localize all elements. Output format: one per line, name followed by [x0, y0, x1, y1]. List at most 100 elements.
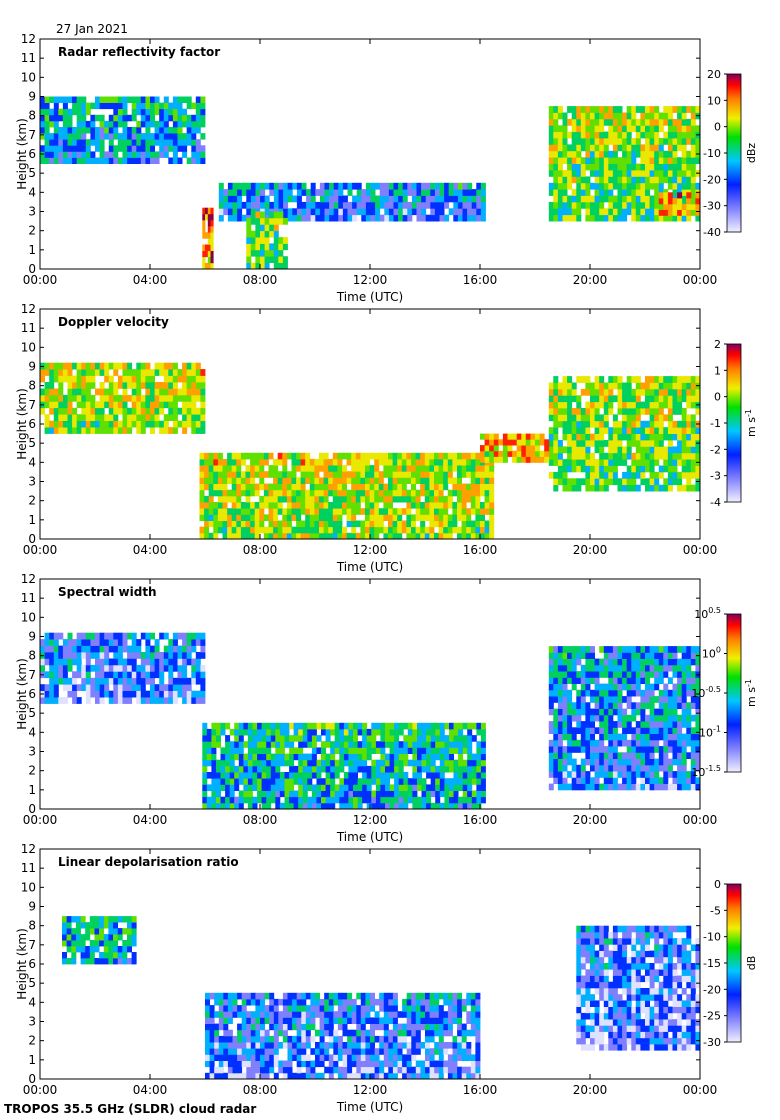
echo-cell: [353, 722, 358, 730]
echo-cell: [182, 420, 188, 428]
echo-cell: [617, 395, 623, 403]
echo-cell: [360, 526, 366, 534]
echo-cell: [301, 214, 307, 222]
echo-cell: [252, 802, 258, 810]
echo-cell: [44, 114, 50, 122]
echo-cell: [208, 495, 214, 503]
echo-cell: [298, 765, 304, 773]
echo-cell: [339, 759, 345, 767]
echo-cell: [40, 108, 45, 116]
echo-cell: [238, 778, 244, 785]
echo-cell: [296, 477, 302, 484]
echo-cell: [191, 102, 197, 110]
echo-cell: [302, 735, 308, 742]
echo-cell: [557, 777, 563, 784]
echo-cell: [594, 138, 600, 145]
echo-cell: [677, 764, 683, 772]
echo-cell: [204, 508, 210, 515]
echo-cell: [672, 382, 678, 390]
echo-cell: [113, 414, 119, 421]
echo-cell: [347, 214, 353, 222]
echo-cell: [85, 677, 91, 685]
echo-cell: [603, 395, 609, 403]
echo-cell: [351, 532, 357, 540]
echo-cell: [104, 102, 110, 110]
echo-cell: [278, 262, 284, 270]
echo-cell: [186, 407, 192, 415]
echo-cell: [195, 690, 201, 698]
echo-cell: [449, 765, 454, 773]
echo-cell: [449, 722, 454, 730]
echo-cell: [90, 157, 96, 164]
echo-cell: [122, 677, 128, 685]
echo-cell: [590, 733, 595, 741]
echo-cell: [447, 526, 453, 534]
echo-cell: [237, 195, 243, 203]
echo-cell: [645, 427, 650, 434]
echo-cell: [548, 677, 554, 684]
echo-cell: [236, 471, 242, 478]
echo-cell: [225, 778, 231, 785]
echo-cell: [346, 458, 352, 466]
echo-cell: [603, 401, 609, 409]
echo-cell: [117, 382, 123, 389]
echo-cell: [108, 139, 114, 146]
echo-cell: [571, 658, 577, 666]
echo-cell: [439, 747, 445, 754]
echo-cell: [458, 778, 464, 785]
echo-cell: [136, 401, 142, 409]
echo-cell: [199, 452, 205, 460]
echo-cell: [626, 677, 632, 684]
echo-cell: [626, 478, 632, 486]
echo-cell: [672, 106, 678, 113]
echo-cell: [476, 747, 482, 754]
echo-cell: [594, 401, 600, 409]
echo-cell: [407, 722, 413, 730]
echo-cell: [76, 632, 82, 640]
echo-cell: [334, 772, 340, 779]
echo-cell: [626, 671, 632, 678]
echo-cell: [307, 765, 313, 773]
echo-cell: [200, 697, 206, 704]
echo-cell: [672, 209, 678, 216]
echo-cell: [99, 664, 105, 672]
echo-cell: [357, 759, 363, 767]
echo-cell: [603, 214, 609, 222]
echo-cell: [626, 658, 632, 666]
echo-cell: [154, 151, 160, 158]
echo-cell: [371, 747, 377, 754]
echo-cell: [259, 508, 265, 515]
echo-cell: [261, 728, 267, 736]
echo-cell: [562, 189, 568, 196]
echo-cell: [681, 144, 687, 152]
echo-cell: [163, 684, 169, 691]
echo-cell: [191, 388, 197, 396]
echo-cell: [461, 483, 467, 491]
echo-cell: [649, 484, 655, 492]
echo-cell: [557, 208, 563, 216]
echo-cell: [590, 727, 595, 734]
echo-cell: [502, 433, 508, 440]
echo-cell: [163, 108, 169, 116]
echo-cell: [480, 728, 486, 736]
echo-cell: [525, 456, 531, 463]
echo-cell: [44, 394, 50, 402]
echo-cell: [612, 376, 618, 383]
echo-cell: [571, 395, 577, 403]
echo-cell: [403, 722, 409, 730]
echo-cell: [467, 728, 473, 736]
echo-cell: [667, 420, 673, 428]
echo-cell: [261, 765, 267, 773]
echo-cell: [406, 508, 412, 515]
echo-cell: [356, 195, 362, 203]
echo-cell: [67, 407, 73, 415]
echo-cell: [172, 420, 178, 428]
echo-cell: [260, 189, 266, 196]
echo-cell: [388, 477, 393, 484]
echo-cell: [430, 728, 436, 736]
echo-cell: [626, 150, 632, 158]
echo-cell: [81, 133, 87, 140]
echo-cell: [654, 163, 660, 171]
echo-cell: [667, 471, 673, 479]
echo-cell: [626, 471, 632, 479]
